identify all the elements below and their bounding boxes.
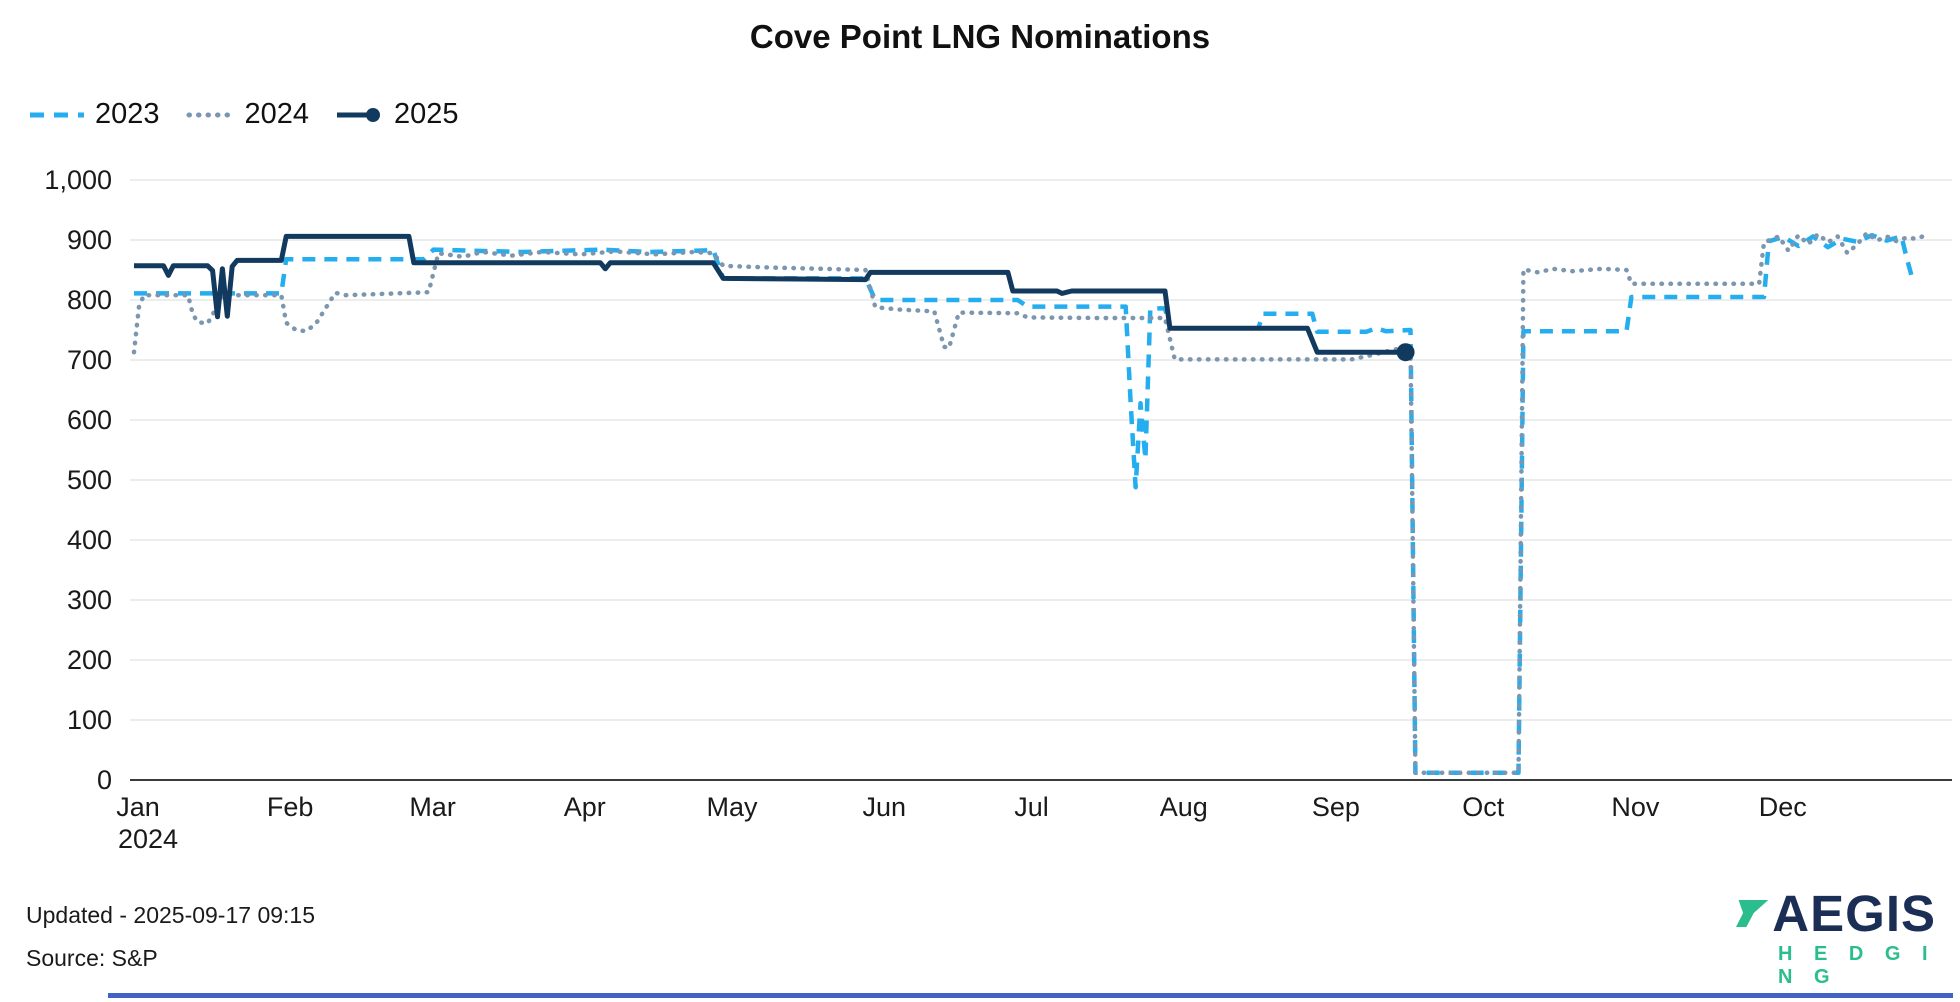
- series-line-2023: [134, 232, 1914, 776]
- x-tick-label: Sep: [1312, 792, 1360, 822]
- dashed-line-swatch-icon: [30, 112, 84, 117]
- bottom-accent-bar: [108, 993, 1953, 998]
- solid-line-marker-swatch-icon: [337, 107, 381, 122]
- updated-timestamp: Updated - 2025-09-17 09:15: [26, 902, 315, 928]
- x-tick-label: Nov: [1611, 792, 1660, 822]
- x-tick-label: Aug: [1160, 792, 1208, 822]
- aegis-flag-icon: [1736, 900, 1769, 927]
- legend-item-2024[interactable]: 2024: [186, 98, 310, 131]
- chart-title: Cove Point LNG Nominations: [749, 18, 1211, 55]
- legend-label-2024: 2024: [244, 98, 310, 130]
- series-line-2024: [131, 230, 1929, 776]
- series-line-2025: [134, 233, 1406, 355]
- x-tick-label: Jun: [862, 792, 906, 822]
- x-axis-year-label: 2024: [118, 824, 178, 854]
- legend-item-2023[interactable]: 2023: [28, 98, 160, 131]
- y-axis-labels: 0 100 200 300 400 500 600 700 800 900 1,000: [44, 165, 112, 795]
- legend-label-2025: 2025: [394, 98, 459, 130]
- y-tick-label: 0: [97, 765, 112, 795]
- logo-wordmark: AEGIS: [1772, 885, 1936, 942]
- aegis-hedging-logo: AEGIS H E D G I N G: [1736, 888, 1936, 988]
- dotted-line-swatch-icon: [186, 112, 236, 117]
- x-tick-label: Mar: [409, 792, 456, 822]
- y-tick-label: 600: [67, 405, 112, 435]
- y-tick-label: 800: [67, 285, 112, 315]
- line-chart: 0 100 200 300 400 500 600 700 800 900 1,000 Jan202…: [44, 165, 1952, 854]
- y-tick-label: 1,000: [44, 165, 112, 195]
- x-tick-label: Dec: [1759, 792, 1807, 822]
- y-tick-label: 500: [67, 465, 112, 495]
- logo-subtitle: H E D G I N G: [1778, 943, 1936, 988]
- y-tick-label: 100: [67, 705, 112, 735]
- gridlines: [130, 179, 1952, 781]
- y-tick-label: 200: [67, 645, 112, 675]
- series-lines: [131, 230, 1929, 776]
- x-tick-label: Apr: [564, 792, 606, 822]
- series-end-marker: [1396, 343, 1415, 362]
- chart-legend: 2023 2024 2025: [28, 98, 459, 131]
- legend-item-2025[interactable]: 2025: [335, 98, 459, 131]
- chart-footer: Updated - 2025-09-17 09:15 Source: S&P: [26, 902, 315, 972]
- x-tick-label: Oct: [1462, 792, 1505, 822]
- x-tick-label: Jul: [1014, 792, 1049, 822]
- y-tick-label: 400: [67, 525, 112, 555]
- y-tick-label: 700: [67, 345, 112, 375]
- y-tick-label: 300: [67, 585, 112, 615]
- legend-label-2023: 2023: [95, 98, 160, 130]
- x-tick-label: Feb: [267, 792, 314, 822]
- x-tick-label: May: [707, 792, 759, 822]
- y-tick-label: 900: [67, 225, 112, 255]
- source-attribution: Source: S&P: [26, 945, 158, 971]
- x-tick-label: Jan: [116, 792, 160, 822]
